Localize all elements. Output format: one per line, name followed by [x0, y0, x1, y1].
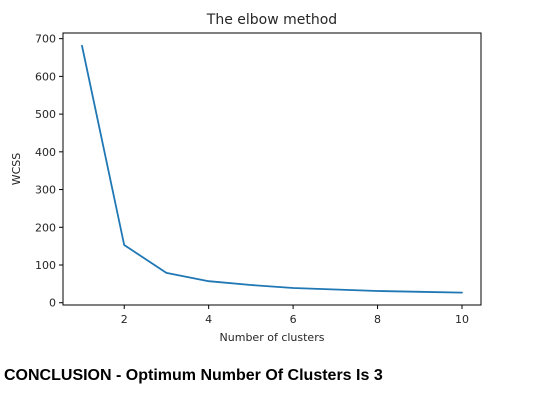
y-tick-label: 400: [35, 146, 56, 159]
chart-title: The elbow method: [206, 12, 337, 28]
y-tick-label: 300: [35, 184, 56, 197]
data-point: [81, 45, 83, 47]
y-tick-label: 100: [35, 259, 56, 272]
data-point: [292, 287, 294, 289]
x-tick-label: 10: [455, 313, 469, 326]
y-tick-label: 500: [35, 108, 56, 121]
data-point: [419, 291, 421, 293]
y-axis-label: WCSS: [10, 153, 23, 186]
data-point: [334, 288, 336, 290]
data-point: [165, 272, 167, 274]
x-tick-label: 4: [205, 313, 212, 326]
y-tick-label: 200: [35, 221, 56, 234]
y-tick-label: 0: [49, 297, 56, 310]
data-point: [376, 290, 378, 292]
data-point: [207, 280, 209, 282]
plot-frame: [62, 32, 482, 306]
y-tick-label: 700: [35, 33, 56, 46]
data-point: [123, 244, 125, 246]
x-tick-label: 6: [290, 313, 297, 326]
x-axis-label: Number of clusters: [220, 331, 325, 344]
x-tick-label: 8: [374, 313, 381, 326]
conclusion-text: CONCLUSION - Optimum Number Of Clusters …: [4, 367, 383, 384]
y-tick-label: 600: [35, 70, 56, 83]
data-points-layer: [81, 45, 463, 294]
x-tick-label: 2: [121, 313, 128, 326]
data-point: [250, 284, 252, 286]
wcss-series-line: [81, 44, 463, 294]
data-point: [461, 291, 463, 293]
